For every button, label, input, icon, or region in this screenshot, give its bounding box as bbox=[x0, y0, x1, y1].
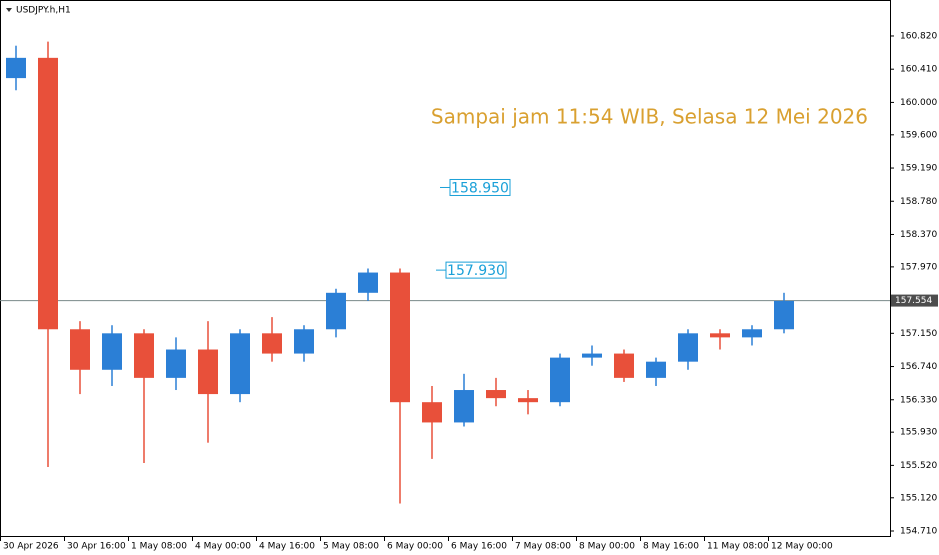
candle-body bbox=[134, 333, 154, 378]
candle-body bbox=[550, 357, 570, 403]
x-tick-label: 11 May 08:00 bbox=[707, 542, 769, 552]
current-price-box bbox=[891, 294, 938, 307]
candle-body bbox=[262, 333, 282, 354]
y-tick-label: 156.740 bbox=[900, 362, 937, 372]
y-tick-label: 157.970 bbox=[900, 262, 937, 272]
level-box bbox=[445, 261, 507, 279]
x-tick-label: 8 May 00:00 bbox=[579, 542, 635, 552]
candle-body bbox=[646, 361, 666, 378]
y-tick-label: 156.330 bbox=[900, 395, 937, 405]
candle-body bbox=[518, 398, 538, 403]
candle-body bbox=[166, 349, 186, 378]
current-price-label: 157.554 bbox=[895, 296, 932, 306]
candle-body bbox=[326, 292, 346, 330]
y-tick-label: 160.000 bbox=[900, 98, 937, 108]
x-tick-label: 5 May 08:00 bbox=[323, 542, 379, 552]
x-tick-label: 30 Apr 2026 bbox=[3, 542, 59, 552]
x-tick-label: 6 May 16:00 bbox=[451, 542, 507, 552]
x-tick-label: 7 May 08:00 bbox=[515, 542, 571, 552]
y-tick-label: 155.120 bbox=[900, 493, 937, 503]
x-tick-label: 12 May 00:00 bbox=[771, 542, 833, 552]
y-tick-label: 155.930 bbox=[900, 428, 937, 438]
candle-body bbox=[454, 390, 474, 423]
annotation: Sampai jam 11:54 WIB, Selasa 12 Mei 2026 bbox=[431, 105, 868, 129]
x-tick-label: 4 May 00:00 bbox=[195, 542, 251, 552]
candle-body bbox=[486, 390, 506, 399]
y-tick-label: 160.820 bbox=[900, 31, 937, 41]
x-tick-label: 4 May 16:00 bbox=[259, 542, 315, 552]
candle-body bbox=[38, 57, 58, 330]
y-tick-label: 158.780 bbox=[900, 197, 937, 207]
candle-body bbox=[294, 329, 314, 354]
candle-body bbox=[358, 272, 378, 293]
y-tick-label: 154.710 bbox=[900, 527, 937, 537]
candle-body bbox=[102, 333, 122, 370]
y-tick-label: 155.520 bbox=[900, 461, 937, 471]
y-tick-label: 159.190 bbox=[900, 164, 937, 174]
y-tick-label: 160.410 bbox=[900, 65, 937, 75]
y-tick-label: 158.370 bbox=[900, 230, 937, 240]
level-label: 158.950 bbox=[451, 180, 509, 196]
candle-body bbox=[710, 333, 730, 338]
x-tick-label: 8 May 16:00 bbox=[643, 542, 699, 552]
candle-body bbox=[70, 329, 90, 370]
y-tick-label: 157.150 bbox=[900, 329, 937, 339]
candle-body bbox=[390, 272, 410, 403]
candle-body bbox=[614, 353, 634, 378]
candle-body bbox=[6, 57, 26, 79]
candle-body bbox=[230, 333, 250, 395]
candle-body bbox=[198, 349, 218, 395]
candle-body bbox=[678, 333, 698, 362]
chart-title: USDJPY.h,H1 bbox=[16, 6, 71, 16]
y-tick-label: 159.600 bbox=[900, 130, 937, 140]
x-tick-label: 30 Apr 16:00 bbox=[67, 542, 126, 552]
menu-arrow[interactable] bbox=[6, 8, 12, 12]
candle-body bbox=[774, 300, 794, 330]
x-tick-label: 6 May 00:00 bbox=[387, 542, 443, 552]
candle-body bbox=[422, 402, 442, 423]
candle-body bbox=[742, 329, 762, 338]
candle-body bbox=[582, 353, 602, 358]
level-box bbox=[449, 178, 511, 196]
level-label: 157.930 bbox=[447, 263, 505, 279]
x-tick-label: 1 May 08:00 bbox=[131, 542, 187, 552]
